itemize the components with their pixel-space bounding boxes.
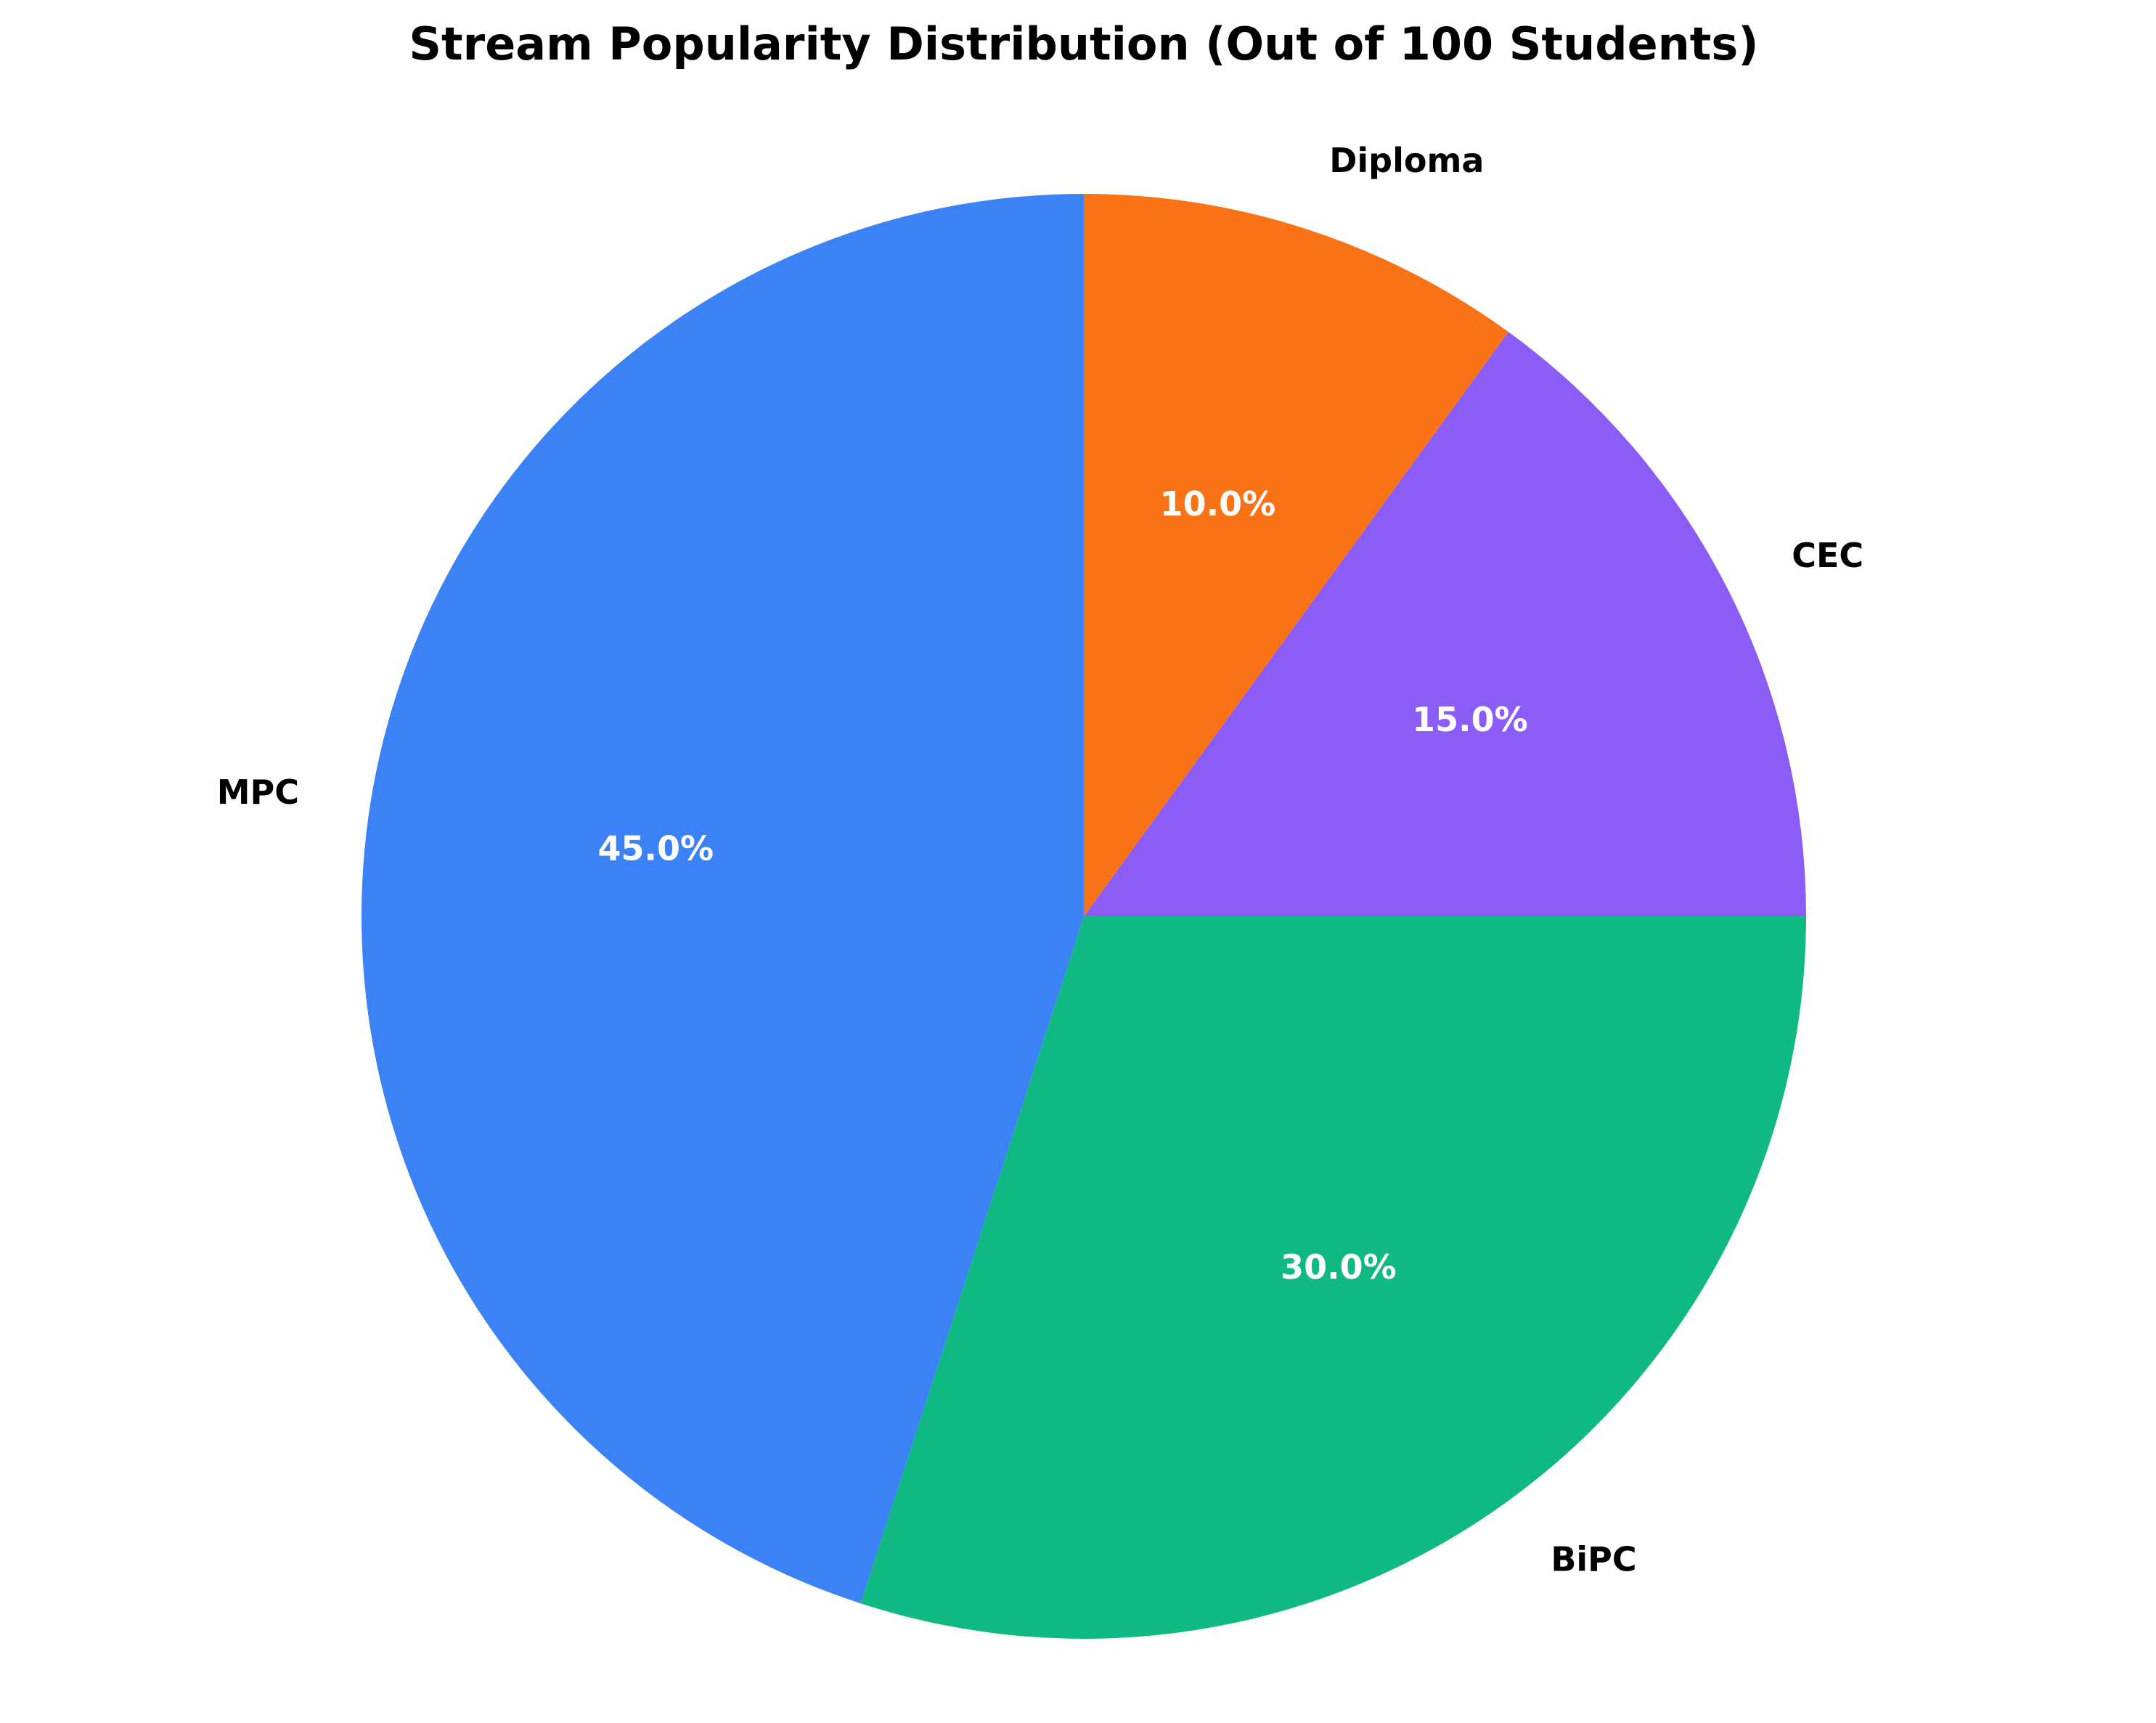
slice-percent-diploma: 10.0% [1160,484,1276,524]
slice-percent-bipc: 30.0% [1281,1247,1397,1287]
chart-title: Stream Popularity Distribution (Out of 1… [409,17,1758,70]
slice-percent-mpc: 45.0% [598,829,714,868]
slice-percent-cec: 15.0% [1412,700,1528,739]
slice-label-mpc: MPC [217,773,299,812]
pie-slice-cec [1084,332,1806,916]
pie-slice-diploma [1084,194,1508,916]
pie-slice-bipc [860,916,1806,1640]
pie-slice-mpc [362,194,1084,1604]
pie-labels: MPC 45.0% BiPC 30.0% CEC 15.0% Diploma 10.0% [217,141,1863,1579]
pie-slices [362,194,1806,1640]
slice-label-bipc: BiPC [1551,1539,1636,1579]
slice-label-diploma: Diploma [1329,141,1484,180]
slice-label-cec: CEC [1792,536,1863,575]
